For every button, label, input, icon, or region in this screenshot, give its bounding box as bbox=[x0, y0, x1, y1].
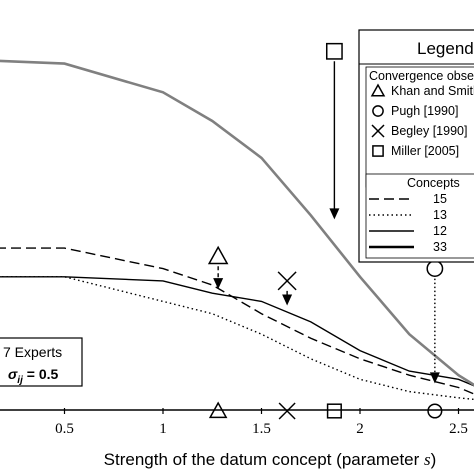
legend-group2-title: Concepts bbox=[407, 176, 460, 190]
series-line-33 bbox=[0, 59, 474, 387]
axis-marker-x-stroke-b bbox=[278, 402, 296, 420]
legend-label-13: 13 bbox=[433, 208, 447, 222]
x-arrow-head bbox=[282, 294, 293, 306]
convergence-marker-x bbox=[277, 271, 297, 306]
x-axis: 0.5 1 1.5 2 2.5 bbox=[55, 401, 468, 437]
plot-area bbox=[0, 409, 474, 411]
circle-marker-symbol bbox=[426, 260, 444, 278]
legend-group2-box bbox=[365, 173, 474, 259]
legend-label-square: Miller [2005] bbox=[391, 144, 459, 158]
legend-symbol-square bbox=[372, 145, 384, 157]
legend-symbol-x bbox=[371, 124, 385, 138]
triangle-arrow-head bbox=[213, 278, 224, 290]
legend-symbol-circle bbox=[372, 105, 384, 117]
axis-marker-x bbox=[278, 402, 296, 420]
convergence-marker-circle bbox=[426, 260, 444, 384]
legend: Legend Convergence observed Concepts Kha… bbox=[358, 29, 474, 263]
x-tick-label-2: 2 bbox=[356, 421, 364, 437]
annotation-box bbox=[0, 337, 83, 387]
triangle-marker-symbol bbox=[207, 245, 229, 265]
legend-label-x: Begley [1990] bbox=[391, 124, 467, 138]
x-tick-label-1: 1 bbox=[159, 421, 167, 437]
series-line-13 bbox=[0, 276, 474, 401]
convergence-marker-square bbox=[325, 42, 343, 220]
legend-title: Legend bbox=[417, 39, 474, 58]
experts-annotation: 7 Experts σij = 0.5 bbox=[0, 337, 83, 387]
legend-label-33: 33 bbox=[433, 240, 447, 254]
x-tick-label-2.5: 2.5 bbox=[449, 421, 468, 437]
legend-group1-title: Convergence observed bbox=[369, 69, 474, 83]
legend-label-15: 15 bbox=[433, 192, 447, 206]
annotation-line1: 7 Experts bbox=[3, 344, 62, 360]
circle-arrow-head bbox=[429, 372, 440, 384]
axis-marker-triangle bbox=[208, 401, 228, 419]
legend-label-circle: Pugh [1990] bbox=[391, 104, 458, 118]
axis-marker-circle bbox=[427, 403, 443, 419]
annotation-sigma: σij = 0.5 bbox=[8, 366, 58, 386]
x-marker-symbol-stroke-b bbox=[277, 271, 297, 291]
x-tick-label-0.5: 0.5 bbox=[55, 421, 74, 437]
x-marker-symbol bbox=[277, 271, 297, 291]
legend-label-triangle: Khan and Smith bbox=[391, 84, 474, 98]
legend-entries-convergence: Khan and Smith Pugh [1990] Begley [1990] Mi… bbox=[370, 83, 474, 158]
legend-label-12: 12 bbox=[433, 224, 447, 238]
x-tick-label-1.5: 1.5 bbox=[252, 421, 271, 437]
legend-symbol-x-stroke-b bbox=[371, 124, 385, 138]
x-axis-title: Strength of the datum concept (parameter… bbox=[104, 450, 437, 469]
convergence-marker-triangle bbox=[207, 245, 229, 290]
legend-entries-concepts: 15 13 12 33 bbox=[369, 192, 447, 254]
axis-marker-square bbox=[326, 403, 342, 419]
square-arrow-head bbox=[329, 208, 340, 220]
legend-symbol-triangle bbox=[370, 83, 386, 97]
square-marker-symbol bbox=[325, 42, 343, 60]
series-line-15 bbox=[0, 247, 474, 395]
